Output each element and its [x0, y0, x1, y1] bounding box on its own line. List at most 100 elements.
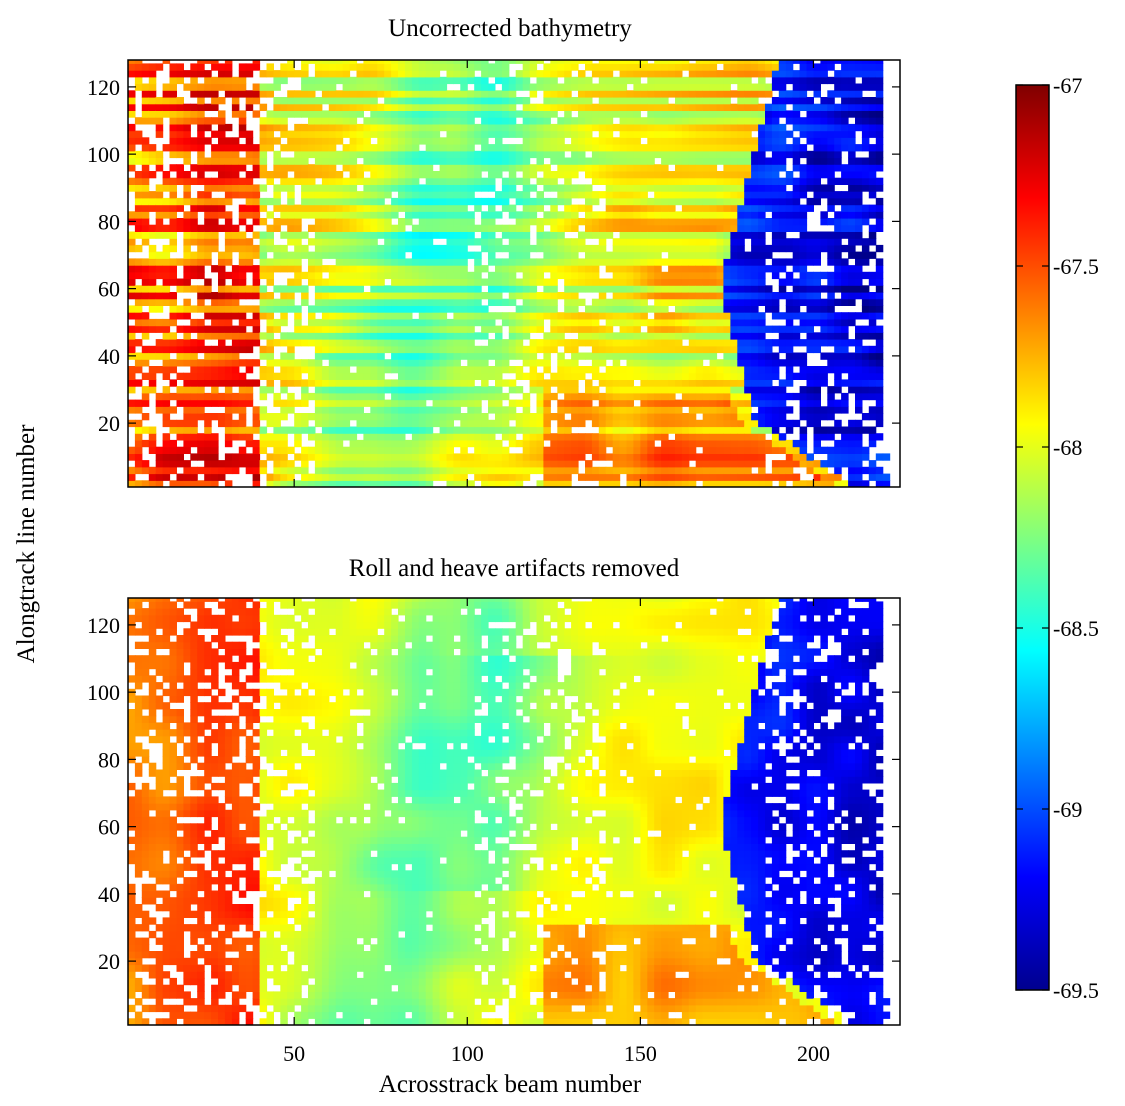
heatmap-cell	[418, 453, 427, 461]
heatmap-cell	[294, 379, 302, 387]
heatmap-cell	[737, 325, 745, 333]
heatmap-cell	[342, 446, 351, 454]
heatmap-cell	[308, 204, 316, 212]
heatmap-cell	[398, 366, 406, 374]
heatmap-cell	[612, 379, 621, 387]
heatmap-cell	[432, 224, 441, 232]
heatmap-cell	[495, 137, 503, 145]
heatmap-cell	[363, 453, 371, 461]
heatmap-cell	[737, 231, 745, 239]
heatmap-cell	[723, 318, 731, 327]
heatmap-cell	[709, 386, 718, 394]
heatmap-cell	[384, 480, 392, 487]
heatmap-cell	[578, 184, 586, 192]
heatmap-cell	[335, 150, 344, 159]
heatmap-cell	[190, 453, 198, 461]
heatmap-cell	[148, 103, 157, 111]
heatmap-cell	[162, 265, 171, 273]
heatmap-cell	[141, 238, 150, 246]
heatmap-cell	[418, 130, 427, 138]
heatmap-cell	[211, 413, 219, 421]
heatmap-cell	[515, 292, 524, 300]
heatmap-cell	[550, 473, 558, 481]
heatmap-cell	[681, 439, 690, 448]
heatmap-cell	[460, 224, 468, 232]
heatmap-cell	[730, 345, 738, 354]
heatmap-cell	[204, 460, 212, 468]
heatmap-cell	[661, 460, 669, 468]
heatmap-cell	[619, 204, 628, 212]
heatmap-cell	[308, 392, 316, 401]
heatmap-cell	[204, 426, 212, 434]
heatmap-cell	[681, 238, 690, 246]
heatmap-cell	[425, 298, 434, 306]
heatmap-cell	[543, 386, 551, 394]
heatmap-cell	[314, 184, 323, 192]
heatmap-cell	[308, 332, 316, 340]
heatmap-cell	[730, 218, 738, 226]
heatmap-cell	[744, 292, 752, 300]
heatmap-cell	[654, 460, 662, 468]
heatmap-cell	[744, 184, 752, 192]
heatmap-cell	[301, 123, 309, 132]
heatmap-cell	[612, 218, 621, 226]
heatmap-cell	[398, 231, 406, 239]
heatmap-cell	[328, 271, 337, 280]
heatmap-cell	[668, 278, 676, 286]
heatmap-cell	[675, 97, 683, 105]
heatmap-cell	[598, 218, 607, 226]
heatmap-cell	[231, 110, 240, 118]
heatmap-cell	[474, 439, 482, 448]
heatmap-cell	[370, 413, 378, 421]
heatmap-cell	[481, 218, 489, 226]
heatmap-cell	[155, 399, 164, 407]
heatmap-cell	[425, 63, 434, 71]
heatmap-cell	[190, 218, 198, 226]
heatmap-cell	[398, 144, 406, 152]
heatmap-cell	[737, 339, 745, 347]
heatmap-cell	[557, 325, 565, 333]
heatmap-cell	[702, 157, 711, 165]
heatmap-cell	[446, 426, 454, 434]
heatmap-cell	[169, 426, 177, 434]
heatmap-cell	[432, 372, 441, 380]
heatmap-cell	[224, 90, 233, 98]
heatmap-cell	[661, 278, 669, 286]
heatmap-cell	[474, 318, 482, 327]
heatmap-cell	[432, 379, 441, 387]
heatmap-cell	[467, 171, 475, 179]
heatmap-cell	[709, 251, 718, 259]
heatmap-cell	[425, 110, 434, 118]
heatmap-cell	[675, 325, 683, 333]
heatmap-cell	[418, 473, 427, 481]
heatmap-cell	[391, 392, 399, 401]
heatmap-cell	[335, 433, 344, 441]
heatmap-cell	[190, 258, 198, 266]
heatmap-cell	[668, 197, 676, 206]
heatmap-cell	[550, 83, 558, 91]
heatmap-cell	[668, 60, 676, 64]
heatmap-cell	[439, 144, 448, 152]
heatmap-cell	[723, 231, 731, 239]
heatmap-cell	[598, 130, 607, 138]
heatmap-cell	[564, 278, 572, 286]
heatmap-cell	[128, 244, 136, 253]
heatmap-cell	[515, 480, 524, 487]
heatmap-cell	[245, 244, 254, 253]
heatmap-cell	[681, 278, 690, 286]
heatmap-cell	[411, 446, 420, 454]
heatmap-cell	[522, 164, 531, 172]
heatmap-cell	[515, 339, 524, 347]
heatmap-cell	[342, 318, 351, 327]
heatmap-cell	[259, 244, 268, 253]
heatmap-cell	[571, 285, 579, 293]
heatmap-cell	[661, 218, 669, 226]
heatmap-cell	[446, 103, 454, 111]
heatmap-cell	[495, 144, 503, 152]
heatmap-cell	[508, 292, 517, 300]
heatmap-cell	[405, 204, 413, 212]
heatmap-cell	[695, 63, 704, 71]
heatmap-cell	[314, 83, 323, 91]
heatmap-cell	[460, 446, 468, 454]
heatmap-cell	[425, 83, 434, 91]
